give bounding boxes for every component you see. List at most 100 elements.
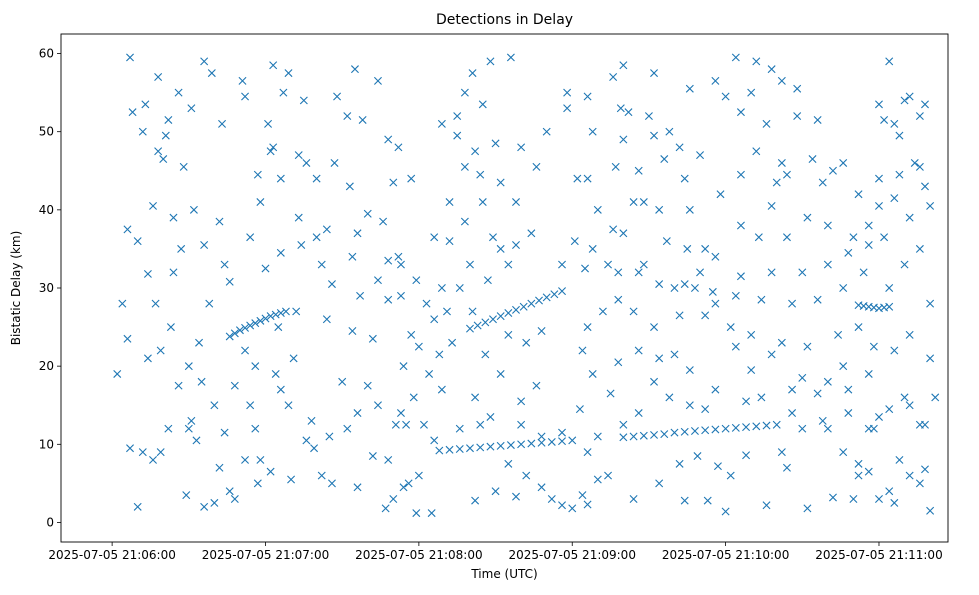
data-point-marker	[253, 170, 262, 179]
data-point-marker	[402, 420, 411, 429]
data-point-marker	[910, 158, 919, 167]
data-point-marker	[235, 326, 244, 335]
data-point-marker	[264, 119, 273, 128]
data-point-marker	[218, 119, 227, 128]
data-point-marker	[241, 455, 250, 464]
data-point-marker	[476, 443, 485, 452]
data-point-marker	[711, 76, 720, 85]
data-point-marker	[187, 104, 196, 113]
data-point-marker	[407, 330, 416, 339]
data-point-marker	[890, 498, 899, 507]
y-tick-label: 50	[39, 125, 54, 139]
data-point-marker	[512, 241, 520, 250]
data-point-marker	[358, 115, 367, 124]
data-point-marker	[542, 127, 551, 136]
data-point-marker	[547, 437, 556, 446]
data-point-marker	[588, 369, 597, 378]
x-tick-label: 2025-07-05 21:10:00	[662, 548, 789, 562]
data-point-marker	[384, 455, 393, 464]
data-point-marker	[583, 500, 592, 509]
data-point-marker	[905, 92, 914, 101]
data-point-marker	[578, 491, 587, 500]
data-point-marker	[512, 198, 520, 207]
data-point-marker	[915, 479, 924, 488]
data-point-marker	[619, 433, 628, 442]
data-point-marker	[496, 244, 505, 253]
data-point-marker	[864, 369, 873, 378]
data-point-marker	[662, 237, 671, 246]
data-point-marker	[368, 334, 377, 343]
data-point-marker	[813, 389, 822, 398]
data-point-marker	[874, 201, 883, 210]
data-point-marker	[890, 346, 899, 355]
data-point-marker	[210, 401, 219, 410]
data-point-marker	[174, 88, 183, 97]
data-point-marker	[813, 115, 822, 124]
data-point-marker	[179, 162, 188, 171]
data-point-marker	[478, 100, 487, 109]
chart-title: Detections in Delay	[436, 12, 573, 28]
data-point-marker	[118, 299, 127, 308]
data-point-marker	[803, 504, 812, 513]
data-point-marker	[703, 496, 712, 505]
data-point-marker	[141, 100, 150, 109]
data-point-marker	[220, 428, 229, 437]
data-point-marker	[593, 432, 602, 441]
data-point-marker	[752, 147, 761, 156]
data-point-marker	[711, 252, 720, 261]
data-point-marker	[655, 205, 664, 214]
data-point-marker	[407, 174, 416, 183]
data-point-marker	[189, 205, 198, 214]
data-point-marker	[885, 487, 894, 496]
data-point-marker	[921, 465, 929, 474]
data-point-marker	[394, 252, 403, 261]
data-point-marker	[287, 475, 296, 484]
data-point-marker	[384, 135, 393, 144]
data-point-marker	[854, 190, 863, 199]
data-point-marker	[869, 342, 878, 351]
data-point-marker	[466, 260, 474, 269]
data-point-marker	[256, 316, 265, 325]
data-point-marker	[430, 436, 439, 445]
data-point-marker	[650, 69, 659, 78]
data-point-marker	[575, 405, 584, 414]
data-point-marker	[869, 424, 878, 433]
data-point-marker	[177, 244, 186, 253]
data-point-marker	[200, 502, 209, 511]
data-point-marker	[604, 260, 613, 269]
data-point-marker	[685, 205, 694, 214]
data-point-marker	[767, 268, 776, 277]
data-point-marker	[251, 319, 260, 328]
data-point-marker	[650, 430, 659, 439]
data-point-marker	[491, 487, 500, 496]
data-point-marker	[844, 248, 853, 257]
data-point-marker	[399, 483, 408, 492]
data-point-marker	[619, 135, 628, 144]
data-point-marker	[325, 432, 334, 441]
data-point-marker	[905, 213, 914, 222]
data-point-marker	[905, 330, 914, 339]
data-point-marker	[496, 369, 505, 378]
data-point-marker	[614, 358, 623, 367]
data-point-marker	[634, 346, 643, 355]
data-point-marker	[788, 299, 797, 308]
data-point-marker	[634, 166, 643, 175]
y-tick-label: 30	[39, 281, 54, 295]
data-point-marker	[299, 96, 308, 105]
data-point-marker	[310, 444, 319, 453]
data-point-marker	[284, 69, 293, 78]
data-point-marker	[471, 393, 480, 402]
data-point-marker	[823, 260, 832, 269]
data-point-marker	[685, 401, 694, 410]
data-point-marker	[391, 420, 400, 429]
data-point-marker	[685, 366, 694, 375]
y-tick-label: 0	[46, 515, 54, 529]
data-point-marker	[455, 445, 464, 453]
data-point-marker	[639, 260, 648, 269]
data-point-marker	[880, 115, 889, 124]
data-point-marker	[246, 321, 255, 330]
data-point-marker	[849, 495, 858, 504]
data-point-marker	[711, 299, 720, 308]
data-point-marker	[532, 381, 541, 390]
